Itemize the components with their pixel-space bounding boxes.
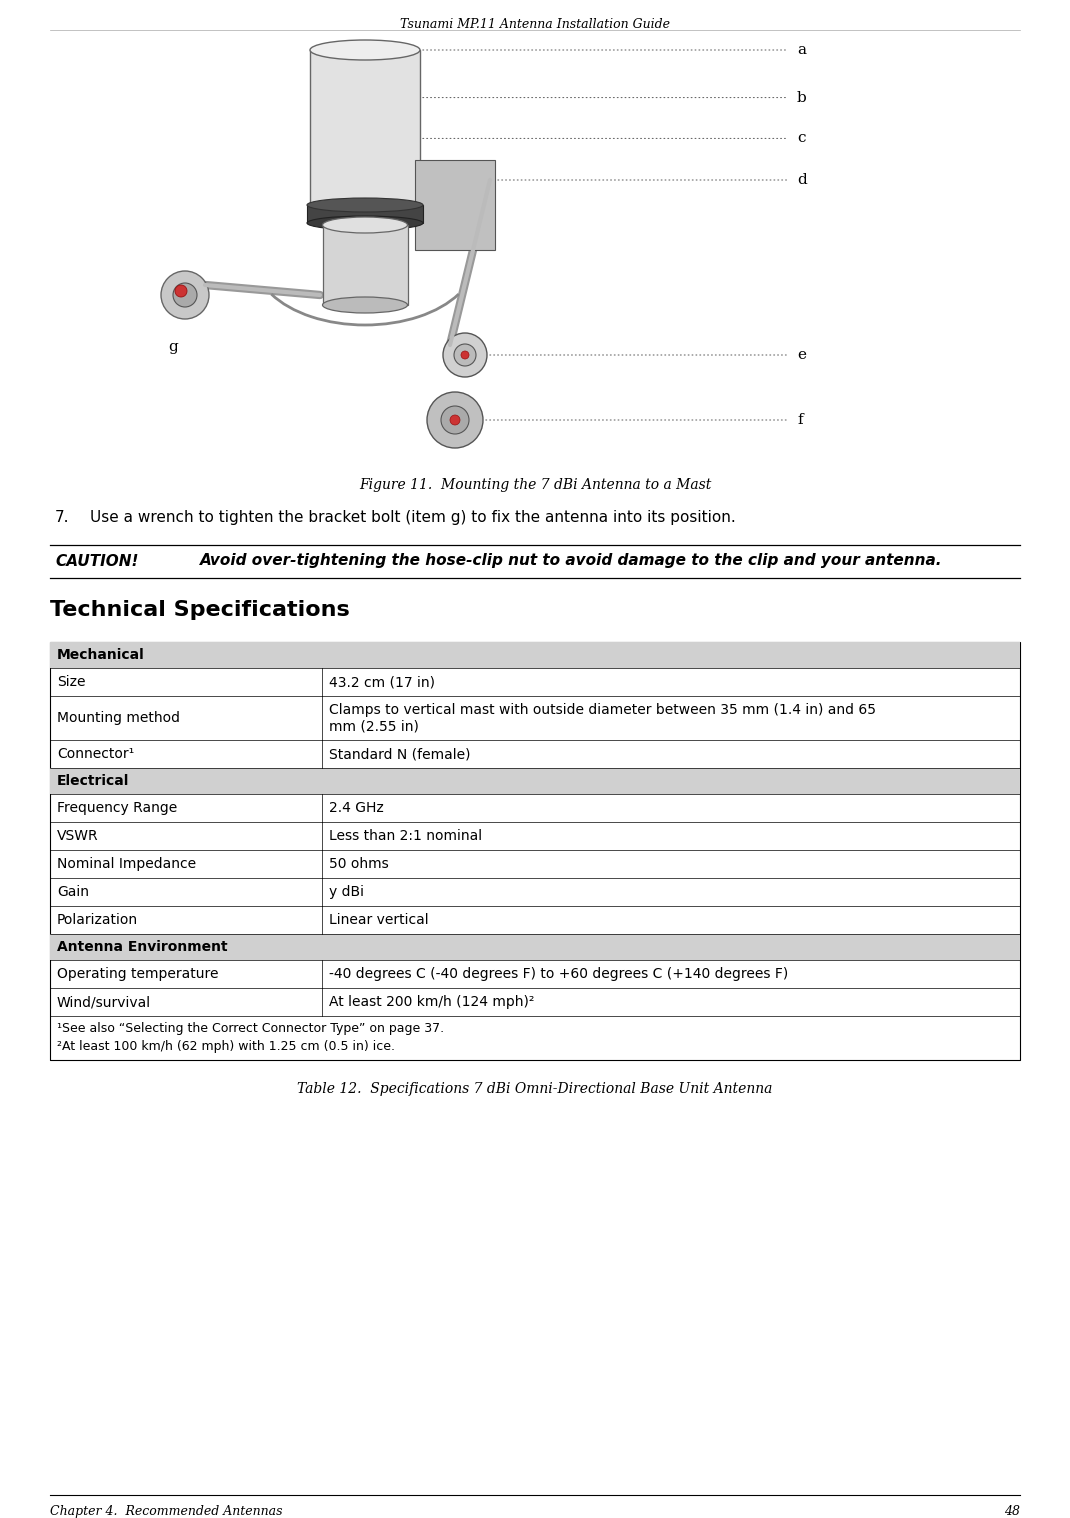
Circle shape bbox=[461, 351, 469, 358]
Text: 43.2 cm (17 in): 43.2 cm (17 in) bbox=[328, 676, 434, 689]
Text: a: a bbox=[797, 43, 806, 58]
Bar bbox=[50, 642, 1020, 1060]
Circle shape bbox=[443, 332, 487, 376]
Circle shape bbox=[441, 405, 469, 434]
Text: Tsunami MP.11 Antenna Installation Guide: Tsunami MP.11 Antenna Installation Guide bbox=[400, 18, 670, 30]
Text: Gain: Gain bbox=[57, 885, 89, 899]
Text: y dBi: y dBi bbox=[328, 885, 364, 899]
Text: VSWR: VSWR bbox=[57, 829, 98, 842]
Ellipse shape bbox=[310, 39, 421, 61]
Circle shape bbox=[175, 285, 187, 298]
Text: Size: Size bbox=[57, 676, 86, 689]
Text: b: b bbox=[797, 91, 807, 105]
Text: mm (2.55 in): mm (2.55 in) bbox=[328, 720, 418, 735]
Text: 48: 48 bbox=[1004, 1504, 1020, 1518]
Circle shape bbox=[450, 414, 460, 425]
Ellipse shape bbox=[307, 216, 423, 231]
Text: Figure 11.  Mounting the 7 dBi Antenna to a Mast: Figure 11. Mounting the 7 dBi Antenna to… bbox=[358, 478, 712, 492]
Bar bbox=[310, 50, 421, 220]
Ellipse shape bbox=[322, 298, 408, 313]
Text: Electrical: Electrical bbox=[57, 774, 129, 788]
Ellipse shape bbox=[307, 197, 423, 213]
Ellipse shape bbox=[322, 217, 408, 232]
Text: Standard N (female): Standard N (female) bbox=[328, 747, 470, 761]
Text: 7.: 7. bbox=[55, 510, 70, 525]
Bar bbox=[50, 642, 1020, 668]
Circle shape bbox=[160, 272, 209, 319]
Text: Mechanical: Mechanical bbox=[57, 648, 144, 662]
Text: g: g bbox=[168, 340, 178, 354]
Text: 50 ohms: 50 ohms bbox=[328, 858, 388, 871]
Text: Table 12.  Specifications 7 dBi Omni-Directional Base Unit Antenna: Table 12. Specifications 7 dBi Omni-Dire… bbox=[297, 1082, 773, 1096]
Bar bbox=[322, 225, 408, 305]
Text: At least 200 km/h (124 mph)²: At least 200 km/h (124 mph)² bbox=[328, 994, 534, 1009]
Text: Chapter 4.  Recommended Antennas: Chapter 4. Recommended Antennas bbox=[50, 1504, 282, 1518]
Bar bbox=[307, 205, 423, 223]
Text: Clamps to vertical mast with outside diameter between 35 mm (1.4 in) and 65: Clamps to vertical mast with outside dia… bbox=[328, 703, 875, 716]
Bar bbox=[50, 768, 1020, 794]
Text: Mounting method: Mounting method bbox=[57, 710, 180, 726]
Text: e: e bbox=[797, 348, 806, 361]
Text: Technical Specifications: Technical Specifications bbox=[50, 600, 350, 619]
Text: Nominal Impedance: Nominal Impedance bbox=[57, 858, 196, 871]
Text: Linear vertical: Linear vertical bbox=[328, 912, 428, 927]
Text: Frequency Range: Frequency Range bbox=[57, 802, 178, 815]
Text: Connector¹: Connector¹ bbox=[57, 747, 134, 761]
Text: CAUTION!: CAUTION! bbox=[55, 554, 138, 569]
Text: ¹See also “Selecting the Correct Connector Type” on page 37.: ¹See also “Selecting the Correct Connect… bbox=[57, 1022, 444, 1035]
Text: c: c bbox=[797, 132, 806, 146]
Text: ²At least 100 km/h (62 mph) with 1.25 cm (0.5 in) ice.: ²At least 100 km/h (62 mph) with 1.25 cm… bbox=[57, 1040, 395, 1053]
Text: Antenna Environment: Antenna Environment bbox=[57, 940, 228, 953]
Text: Operating temperature: Operating temperature bbox=[57, 967, 218, 981]
Text: Avoid over-tightening the hose-clip nut to avoid damage to the clip and your ant: Avoid over-tightening the hose-clip nut … bbox=[200, 554, 943, 569]
Text: 2.4 GHz: 2.4 GHz bbox=[328, 802, 383, 815]
Ellipse shape bbox=[310, 209, 421, 231]
Bar bbox=[50, 934, 1020, 959]
Text: -40 degrees C (-40 degrees F) to +60 degrees C (+140 degrees F): -40 degrees C (-40 degrees F) to +60 deg… bbox=[328, 967, 788, 981]
Circle shape bbox=[427, 392, 483, 448]
Text: f: f bbox=[797, 413, 802, 427]
Text: Polarization: Polarization bbox=[57, 912, 138, 927]
Circle shape bbox=[173, 282, 197, 307]
Text: Wind/survival: Wind/survival bbox=[57, 994, 151, 1009]
Text: Use a wrench to tighten the bracket bolt (item g) to fix the antenna into its po: Use a wrench to tighten the bracket bolt… bbox=[90, 510, 736, 525]
Text: d: d bbox=[797, 173, 807, 187]
Text: Less than 2:1 nominal: Less than 2:1 nominal bbox=[328, 829, 482, 842]
Circle shape bbox=[454, 345, 476, 366]
Bar bbox=[415, 159, 495, 250]
